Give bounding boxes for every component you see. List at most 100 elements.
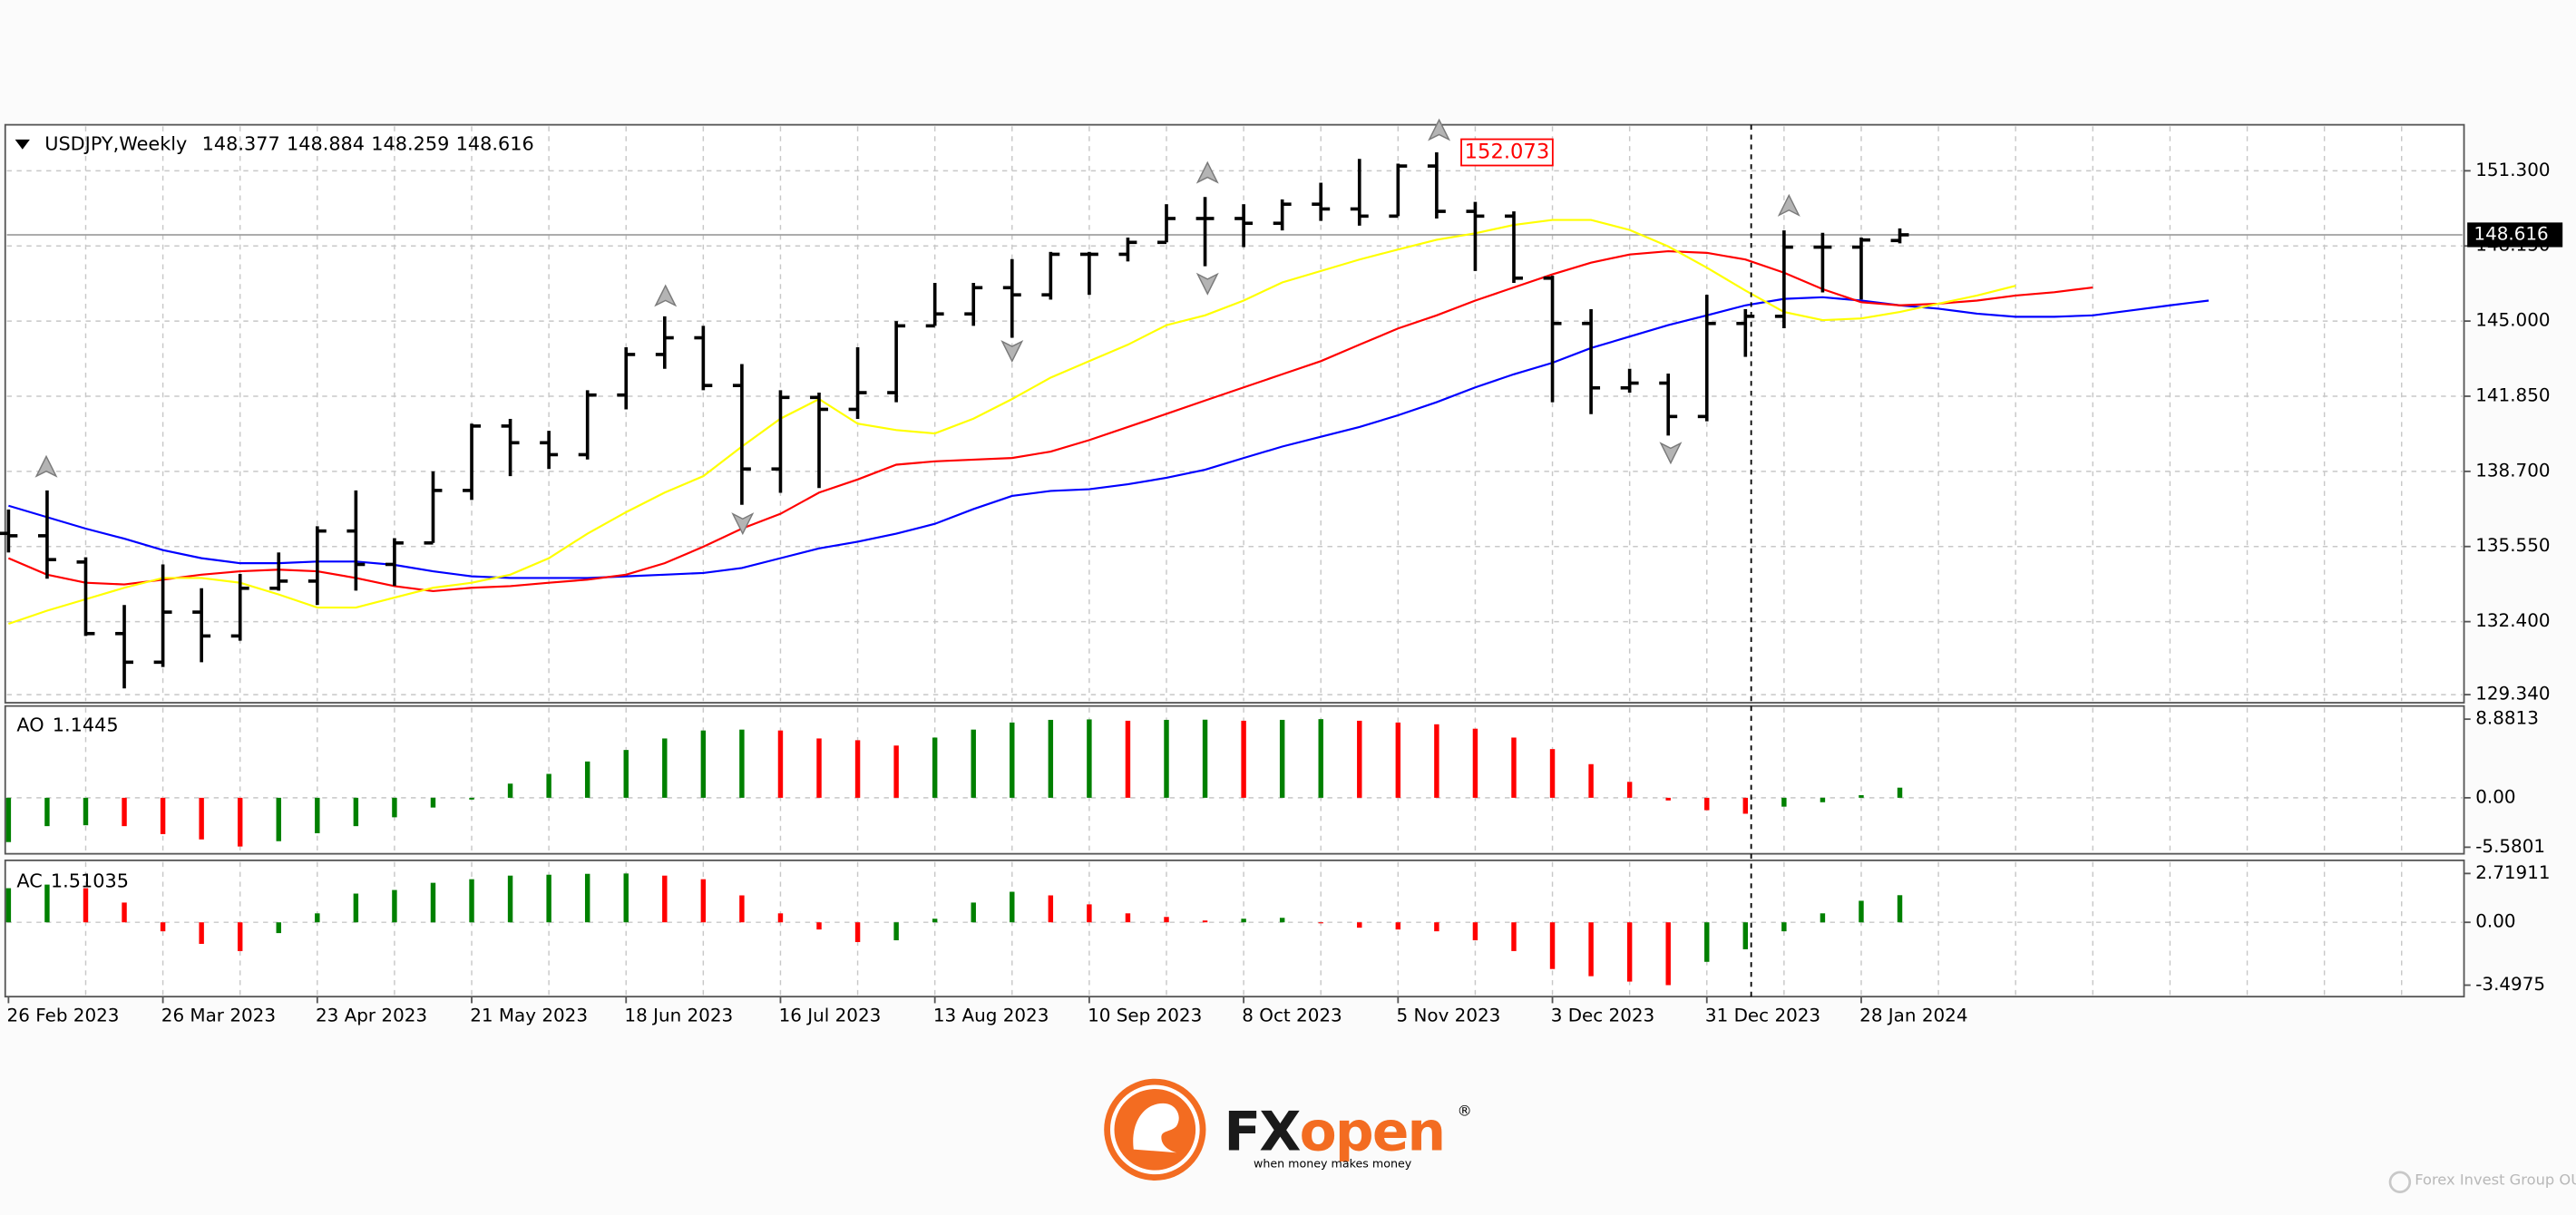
histogram-bar — [1357, 720, 1362, 798]
histogram-bar — [1820, 913, 1826, 923]
histogram-bar — [160, 922, 166, 932]
histogram-bar — [623, 873, 629, 923]
histogram-bar — [1164, 917, 1169, 923]
histogram-bar — [1859, 794, 1864, 798]
histogram-bar — [237, 797, 243, 847]
logo-tagline: when money makes money — [1254, 1156, 1412, 1170]
histogram-bar — [1087, 719, 1092, 798]
histogram-bar — [854, 740, 861, 798]
histogram-bar — [199, 922, 204, 944]
histogram-bar — [777, 730, 784, 798]
fractal-down — [1659, 442, 1683, 465]
y-tick-label: -3.4975 — [2475, 974, 2545, 995]
histogram-bar — [199, 797, 204, 840]
logo-open: open — [1300, 1101, 1445, 1163]
histogram-bar — [5, 797, 12, 842]
histogram-bar — [700, 879, 707, 923]
histogram-bar — [700, 730, 707, 798]
x-tick-label: 28 Jan 2024 — [1859, 1005, 1967, 1025]
chart-header: USDJPY,Weekly 148.377 148.884 148.259 148.61… — [44, 132, 533, 154]
x-tick-label: 3 Dec 2023 — [1551, 1005, 1655, 1025]
histogram-bar — [1318, 922, 1323, 924]
fractal-up — [654, 284, 678, 307]
indicator-value: 1.51035 — [51, 870, 129, 891]
histogram-bar — [1010, 891, 1015, 923]
histogram-bar — [1820, 797, 1826, 802]
main-panel — [4, 123, 2465, 704]
histogram-bar — [854, 922, 861, 942]
histogram-bar — [1704, 922, 1710, 962]
menu-triangle[interactable] — [15, 139, 30, 150]
histogram-bar — [777, 913, 784, 923]
indicator-label: AO 1.1445 — [16, 714, 118, 735]
histogram-bar — [1781, 922, 1787, 932]
histogram-bar — [546, 773, 551, 798]
histogram-bar — [5, 888, 12, 923]
ac-panel — [4, 859, 2465, 998]
histogram-bar — [122, 902, 127, 923]
histogram-bar — [1164, 719, 1169, 798]
histogram-bar — [739, 729, 745, 798]
x-tick-label: 23 Apr 2023 — [316, 1005, 427, 1025]
fractal-down — [731, 512, 755, 536]
histogram-bar — [1549, 749, 1556, 798]
histogram-bar — [392, 889, 397, 923]
header-low: 148.259 — [371, 132, 449, 154]
histogram-bar — [392, 797, 397, 818]
histogram-bar — [584, 873, 590, 923]
indicator-label: AC 1.51035 — [16, 870, 129, 891]
ma-line — [8, 219, 2016, 626]
histogram-bar — [1048, 719, 1054, 798]
histogram-bar — [276, 922, 281, 934]
ao-panel — [4, 705, 2465, 855]
histogram-bar — [1202, 920, 1208, 923]
histogram-bar — [83, 797, 89, 826]
histogram-bar — [1010, 722, 1015, 798]
x-tick-label: 21 May 2023 — [470, 1005, 588, 1025]
logo-ring — [1109, 1084, 1200, 1175]
histogram-bar — [1202, 719, 1208, 798]
footer-text: Forex Invest Group OU — [2415, 1171, 2576, 1188]
histogram-bar — [1125, 913, 1131, 923]
histogram-bar — [662, 875, 668, 923]
histogram-bar — [353, 797, 359, 827]
y-tick-label: 0.00 — [2475, 911, 2515, 932]
histogram-bar — [1279, 719, 1285, 798]
logo-registered: ® — [1458, 1102, 1472, 1119]
x-tick-label: 31 Dec 2023 — [1705, 1005, 1820, 1025]
y-tick-label: 135.550 — [2475, 535, 2550, 556]
histogram-bar — [430, 882, 436, 923]
x-tick-label: 10 Sep 2023 — [1088, 1005, 1202, 1025]
logo-fx: FX — [1224, 1101, 1300, 1163]
histogram-bar — [932, 737, 938, 798]
header-close: 148.616 — [456, 132, 534, 154]
histogram-bar — [44, 884, 50, 923]
fractal-down — [1195, 272, 1219, 296]
symbol: USDJPY,Weekly — [44, 132, 187, 154]
fractal-up — [34, 454, 58, 478]
histogram-bar — [1395, 922, 1401, 930]
y-tick-label: 151.300 — [2475, 160, 2550, 180]
histogram-bar — [1395, 722, 1401, 798]
histogram-bar — [1781, 797, 1787, 807]
histogram-bar — [1742, 922, 1749, 949]
histogram-bar — [1125, 720, 1131, 798]
histogram-bar — [353, 893, 359, 923]
histogram-bar — [1434, 724, 1439, 798]
histogram-bar — [1897, 895, 1903, 923]
high-label: 152.073 — [1465, 141, 1550, 164]
histogram-bar — [160, 797, 166, 834]
y-tick-label: 0.00 — [2475, 786, 2515, 807]
histogram-bar — [1665, 922, 1671, 986]
histogram-bar — [1241, 919, 1246, 923]
marks-layer — [0, 152, 1909, 986]
histogram-bar — [1511, 922, 1517, 951]
y-tick-label: 145.000 — [2475, 310, 2550, 331]
histogram-bar — [1704, 797, 1710, 811]
histogram-bar — [1626, 782, 1633, 798]
histogram-bar — [1859, 900, 1864, 923]
histogram-bar — [507, 875, 513, 923]
high-label-box — [1460, 138, 1554, 167]
